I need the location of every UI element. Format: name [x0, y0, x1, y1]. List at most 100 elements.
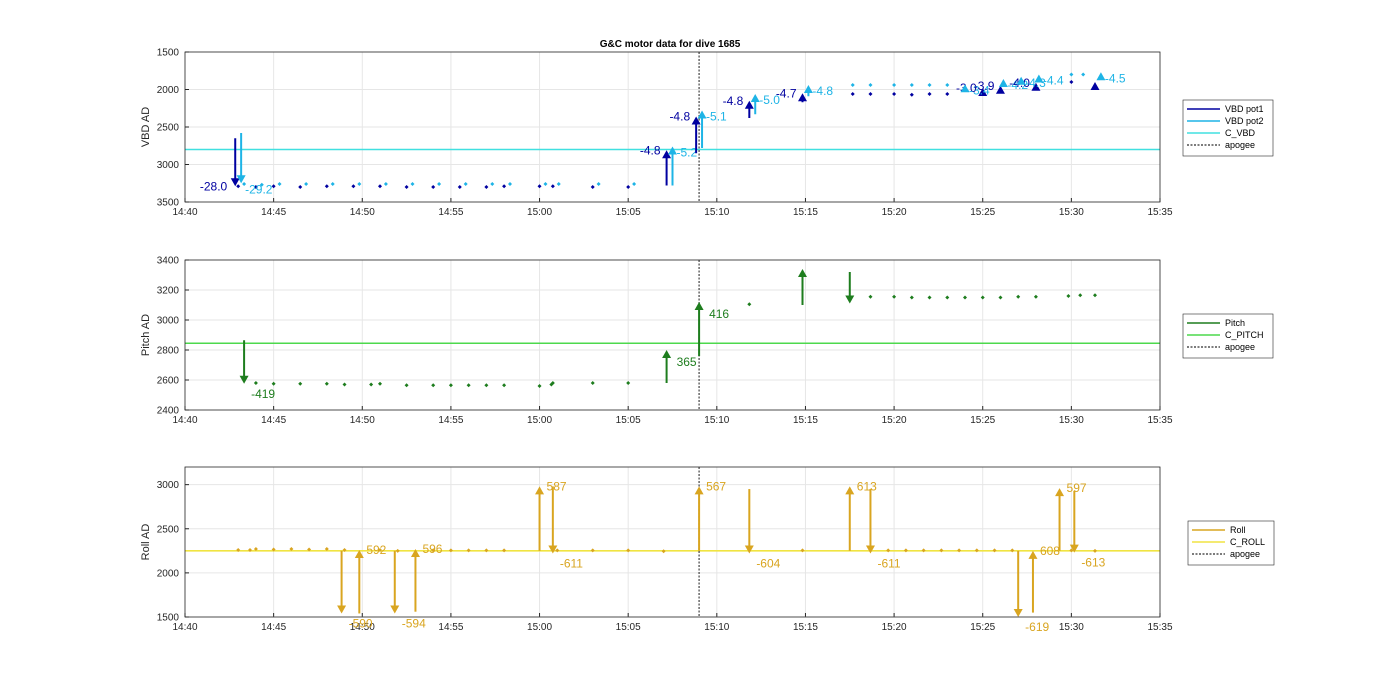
- data-point: [378, 547, 382, 552]
- data-point: [289, 547, 294, 552]
- data-point: [324, 184, 329, 189]
- data-point: [236, 184, 241, 189]
- data-point: [342, 547, 347, 552]
- x-tick-label: 15:15: [793, 415, 818, 426]
- data-point: [892, 92, 897, 96]
- data-point: [550, 381, 555, 385]
- move-label: -594: [402, 616, 426, 630]
- y-tick-label: 3500: [157, 198, 180, 209]
- data-point: [927, 83, 932, 87]
- data-point: [850, 92, 855, 96]
- data-point: [543, 182, 548, 186]
- data-point: [974, 548, 979, 553]
- x-tick-label: 14:40: [172, 622, 197, 633]
- pitch-panel: 14:40 14:45 14:50 14:55 15:00 15:05 15:10 15:15…: [140, 256, 1274, 426]
- data-point: [747, 302, 752, 307]
- x-tick-label: 15:15: [793, 622, 818, 633]
- x-tick-label: 15:10: [704, 415, 729, 426]
- data-point: [963, 295, 967, 300]
- move-label: -3.9: [974, 79, 995, 93]
- data-point: [271, 381, 276, 386]
- move-arrow-head: [960, 84, 970, 93]
- data-point: [431, 548, 436, 553]
- data-point: [550, 184, 555, 189]
- move-arrow-head: [410, 549, 420, 558]
- data-point: [253, 381, 258, 385]
- x-tick-label: 14:50: [350, 622, 375, 633]
- y-tick-label: 3000: [157, 160, 180, 171]
- move-label: 567: [706, 479, 726, 493]
- move-arrow-head: [390, 605, 400, 614]
- move-arrow-head: [978, 88, 988, 96]
- data-point: [626, 381, 631, 385]
- move-label: -611: [560, 556, 583, 570]
- data-point: [448, 548, 453, 553]
- data-point: [957, 548, 962, 553]
- move-arrow-head: [750, 94, 760, 102]
- data-point: [304, 182, 309, 186]
- data-point: [1033, 294, 1038, 299]
- data-point: [502, 383, 507, 388]
- data-point: [590, 548, 595, 553]
- data-point: [800, 548, 805, 553]
- data-point: [242, 182, 247, 186]
- move-label: 596: [422, 542, 442, 556]
- y-tick-label: 3200: [157, 286, 180, 297]
- data-point: [484, 548, 489, 553]
- move-arrow-head: [668, 146, 677, 155]
- move-arrow-head: [865, 545, 875, 554]
- move-arrow-head: [744, 545, 754, 554]
- data-point: [357, 182, 362, 186]
- data-point: [939, 548, 944, 553]
- move-label: -5.2: [677, 146, 698, 160]
- x-tick-label: 14:45: [261, 207, 286, 218]
- data-point: [537, 184, 542, 189]
- move-label: -4.4: [1043, 74, 1064, 88]
- x-tick-label: 15:00: [527, 622, 552, 633]
- data-point: [253, 185, 258, 189]
- data-point: [945, 83, 950, 87]
- x-tick-label: 14:40: [172, 415, 197, 426]
- data-point: [850, 83, 855, 87]
- move-arrow-head: [1055, 488, 1065, 497]
- y-axis-label: Roll AD: [140, 524, 152, 561]
- legend-box: [1187, 520, 1275, 566]
- x-tick-label: 15:35: [1147, 207, 1172, 218]
- data-point: [508, 182, 512, 186]
- move-label: 608: [1040, 544, 1060, 558]
- data-point: [596, 182, 601, 186]
- data-point: [271, 547, 276, 552]
- data-point: [383, 182, 388, 186]
- data-point: [466, 548, 471, 553]
- x-tick-label: 15:30: [1059, 622, 1084, 633]
- move-label: -619: [1025, 620, 1049, 634]
- legend-entry: VBD pot2: [1225, 116, 1264, 126]
- move-label: -29.2: [245, 182, 273, 196]
- y-tick-label: 2500: [157, 123, 180, 134]
- data-point: [590, 185, 595, 189]
- x-tick-label: 14:50: [350, 415, 375, 426]
- move-arrow-head: [995, 85, 1005, 94]
- x-tick-label: 15:05: [616, 415, 641, 426]
- data-point: [490, 182, 495, 186]
- data-point: [626, 185, 631, 189]
- y-tick-label: 1500: [157, 613, 180, 624]
- y-tick-label: 3000: [157, 480, 180, 491]
- axes-frame: [184, 51, 1161, 203]
- data-point: [992, 548, 997, 553]
- legend-box: [1182, 313, 1274, 359]
- data-point: [909, 295, 914, 300]
- y-axis-label: VBD AD: [140, 107, 152, 147]
- move-label: 365: [677, 355, 697, 369]
- move-arrow-head: [1090, 82, 1100, 90]
- data-point: [298, 185, 303, 189]
- data-point: [448, 383, 453, 388]
- legend-entry: C_ROLL: [1230, 537, 1265, 547]
- x-tick-label: 15:15: [793, 207, 818, 218]
- move-label: -4.8: [723, 94, 744, 108]
- data-point: [1010, 548, 1015, 553]
- move-label: -4.8: [669, 110, 690, 124]
- x-tick-label: 15:25: [970, 622, 995, 633]
- data-point: [927, 92, 932, 96]
